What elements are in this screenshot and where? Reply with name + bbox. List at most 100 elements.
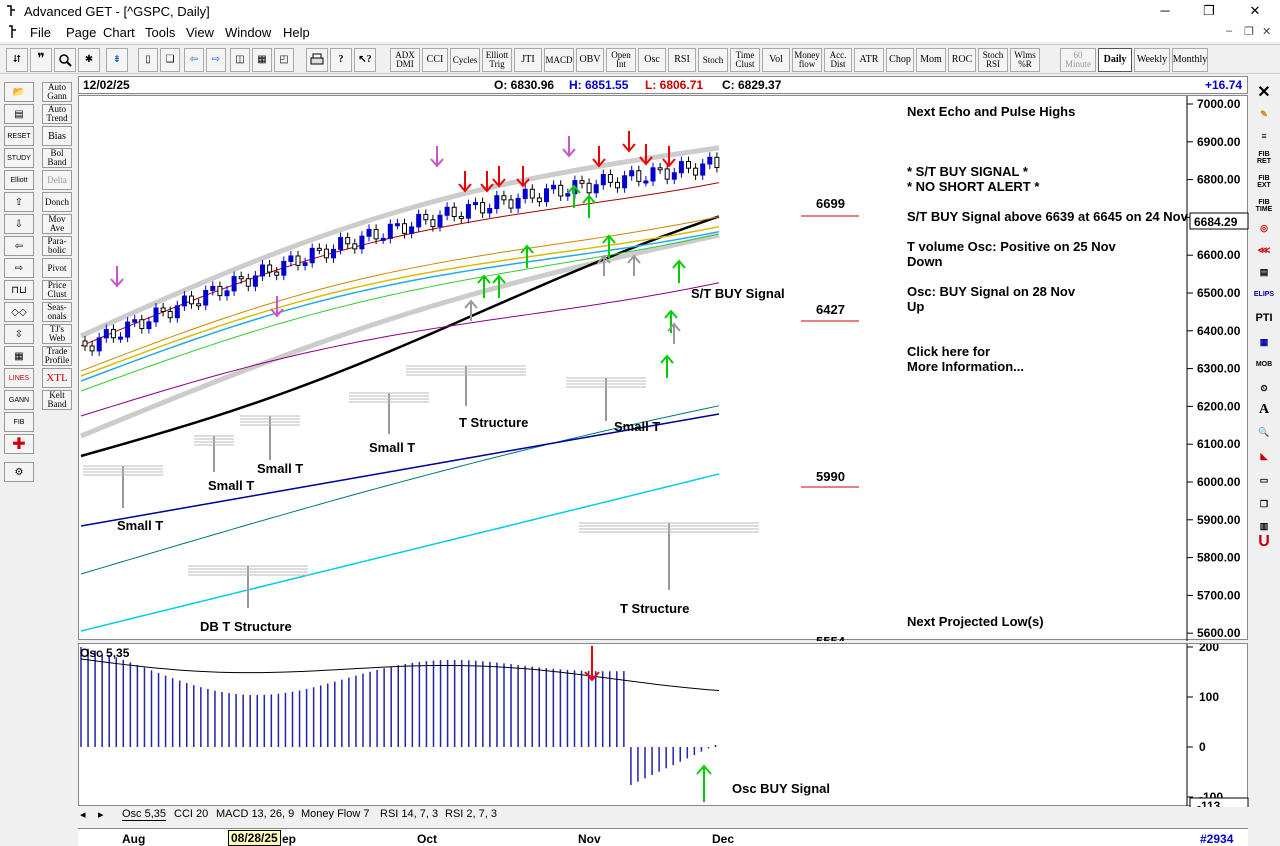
lines-tool[interactable]: LINES <box>4 368 34 388</box>
zoom-right-tool[interactable]: 🔍 <box>1258 426 1270 437</box>
grid-button[interactable]: ▦ <box>252 48 272 72</box>
chop-button[interactable]: Chop <box>886 48 914 72</box>
bol-band-button[interactable]: Bol Band <box>42 148 72 168</box>
elliott-trig-button[interactable]: Elliott Trig <box>482 48 512 72</box>
scroll-left-button[interactable]: ⇦ <box>184 48 204 72</box>
macd-button[interactable]: MACD <box>544 48 574 72</box>
xtl-button[interactable]: XTL <box>42 368 72 388</box>
fib-ext-tool[interactable]: FIB EXT <box>1257 175 1271 189</box>
fan-tool[interactable]: ⋘ <box>1257 244 1271 255</box>
oscillator-panel[interactable]: 200 100 0 -100 -113 Osc 5,35 Osc BUY Signal <box>78 640 1249 814</box>
print-button[interactable] <box>306 48 328 72</box>
eraser-tool[interactable]: ◣ <box>1260 450 1268 461</box>
up-arrow-tool[interactable]: ⇧ <box>4 192 34 212</box>
mdi-close-button[interactable]: ✕ <box>1262 26 1272 38</box>
adx-dmi-button[interactable]: ADX DMI <box>390 48 420 72</box>
study-tool[interactable]: STUDY <box>4 148 34 168</box>
timeframe-monthly-button[interactable]: Monthly <box>1172 48 1208 72</box>
chart-tool[interactable]: ▤ <box>4 104 34 124</box>
grid-tool[interactable]: ▦ <box>4 346 34 366</box>
timeframe-weekly-button[interactable]: Weekly <box>1134 48 1170 72</box>
text-tool[interactable]: A <box>1258 402 1270 417</box>
right-arrow-tool[interactable]: ⇨ <box>4 258 34 278</box>
menu-file[interactable]: File <box>30 25 51 40</box>
mob-tool[interactable]: MOB <box>1255 360 1273 368</box>
pages-tool[interactable]: ▥ <box>1259 520 1269 531</box>
more-info-link-1[interactable]: Click here for <box>907 344 990 359</box>
table-tool[interactable]: ▤ <box>1259 266 1269 277</box>
atr-button[interactable]: ATR <box>854 48 884 72</box>
mom-button[interactable]: Mom <box>916 48 946 72</box>
open-int-button[interactable]: Open Int <box>606 48 636 72</box>
compress-tool[interactable]: ⇳ <box>4 324 34 344</box>
tjs-web-button[interactable]: TJ's Web <box>42 324 72 344</box>
cross-cursor-tool[interactable]: ✕ <box>1257 84 1271 101</box>
menu-window[interactable]: Window <box>225 25 272 40</box>
osc-button[interactable]: Osc <box>638 48 666 72</box>
mov-ave-button[interactable]: Mov Ave <box>42 214 72 234</box>
zoom-tool-button[interactable] <box>54 48 76 72</box>
tab-rsi-14[interactable]: RSI 14, 7, 3 <box>380 808 439 820</box>
parabolic-button[interactable]: Para-bolic <box>42 236 72 256</box>
settings-tool[interactable]: ⚙ <box>4 462 34 482</box>
clock-tool[interactable]: ⏲ <box>1260 382 1268 393</box>
timeframe-daily-button[interactable]: Daily <box>1098 48 1132 72</box>
pti-tool[interactable]: PTI <box>1255 312 1273 324</box>
bias-button[interactable]: Bias <box>42 126 72 146</box>
delta-button[interactable]: Delta <box>42 170 72 190</box>
vol-button[interactable]: Vol <box>762 48 790 72</box>
save-tool[interactable]: ▭ <box>1259 474 1269 485</box>
bracket-tool[interactable]: ⊓⊔ <box>4 280 34 300</box>
reset-tool[interactable]: RESET <box>4 126 34 146</box>
open-folder-tool[interactable]: 📂 <box>4 82 34 102</box>
scroll-right-button[interactable]: ⇨ <box>206 48 226 72</box>
menu-tools[interactable]: Tools <box>145 25 176 40</box>
tab-cci-20[interactable]: CCI 20 <box>174 808 209 820</box>
pointer-tool-button[interactable]: ⮃ <box>6 48 28 72</box>
jti-button[interactable]: JTI <box>514 48 542 72</box>
fib-ret-tool[interactable]: FIB RET <box>1257 151 1271 165</box>
auto-trend-button[interactable]: Auto Trend <box>42 104 72 124</box>
price-clust-button[interactable]: Price Clust <box>42 280 72 300</box>
menu-page[interactable]: Page <box>66 25 97 40</box>
tab-rsi-2[interactable]: RSI 2, 7, 3 <box>445 808 497 820</box>
price-chart[interactable]: 7000.006900.006800.006700.006600.006500.… <box>79 96 1249 649</box>
restore-button[interactable]: ❐ <box>1203 3 1215 18</box>
tab-macd[interactable]: MACD 13, 26, 9 <box>216 808 295 820</box>
crosshair-tool[interactable]: ✚ <box>4 434 34 454</box>
new-page-button[interactable]: ▯ <box>138 48 158 72</box>
more-info-link-2[interactable]: More Information... <box>907 359 1024 374</box>
close-button[interactable]: ✕ <box>1249 3 1261 18</box>
down-arrow-tool[interactable]: ⇩ <box>4 214 34 234</box>
elips-tool[interactable]: ELIPS <box>1253 290 1275 298</box>
left-arrow-tool[interactable]: ⇦ <box>4 236 34 256</box>
menu-chart[interactable]: Chart <box>103 25 135 40</box>
quote-tool-button[interactable]: ❞ <box>30 48 52 72</box>
magnet-tool[interactable]: U <box>1258 533 1270 550</box>
tab-osc-5-35[interactable]: Osc 5,35 <box>122 808 167 821</box>
grid-blue-tool[interactable]: ▦ <box>1259 336 1269 347</box>
auto-gann-button[interactable]: Auto Gann <box>42 82 72 102</box>
layout-button[interactable]: ◫ <box>230 48 250 72</box>
menu-view[interactable]: View <box>186 25 214 40</box>
money-flow-button[interactable]: Money flow <box>792 48 822 72</box>
obv-button[interactable]: OBV <box>576 48 604 72</box>
rsi-button[interactable]: RSI <box>668 48 696 72</box>
context-help-button[interactable]: ↖? <box>354 48 376 72</box>
cycles-button[interactable]: Cycles <box>450 48 480 72</box>
timeframe-60min-button[interactable]: 60 Minute <box>1060 48 1096 72</box>
help-button[interactable]: ? <box>330 48 352 72</box>
tab-scroll-left[interactable]: ◂ <box>80 809 86 821</box>
acc-dist-button[interactable]: Acc. Dist <box>824 48 852 72</box>
equals-tool[interactable]: ≡ <box>1261 131 1267 141</box>
gann-tool[interactable]: GANN <box>4 390 34 410</box>
window-button[interactable]: ◰ <box>274 48 294 72</box>
trade-profile-button[interactable]: Trade Profile <box>42 346 72 366</box>
seasonals-button[interactable]: Seas-onals <box>42 302 72 322</box>
wlms-r-button[interactable]: Wlms %R <box>1010 48 1040 72</box>
menu-help[interactable]: Help <box>283 25 310 40</box>
cci-button[interactable]: CCI <box>422 48 448 72</box>
tab-money-flow[interactable]: Money Flow 7 <box>301 808 370 820</box>
tab-scroll-right[interactable]: ▸ <box>98 809 104 821</box>
